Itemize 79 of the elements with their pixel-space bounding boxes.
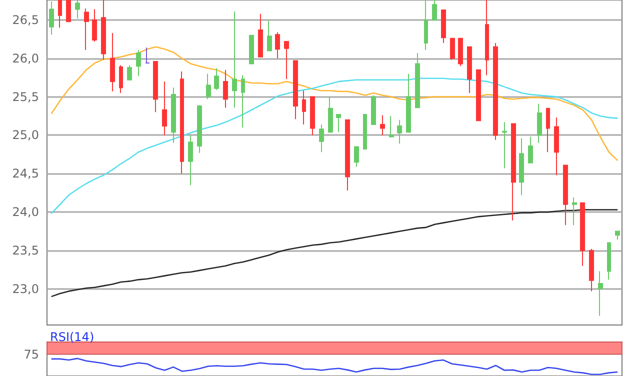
candlestick xyxy=(310,96,315,136)
candlestick xyxy=(66,0,71,23)
candlestick xyxy=(572,196,577,226)
candlestick xyxy=(119,64,123,94)
candlestick xyxy=(180,70,184,174)
candlestick xyxy=(441,9,446,44)
candlestick xyxy=(546,108,550,153)
candlestick xyxy=(519,138,524,196)
candlestick xyxy=(197,104,202,154)
line-series xyxy=(50,46,618,162)
candlestick xyxy=(145,47,150,64)
candlestick xyxy=(336,114,341,133)
candlestick xyxy=(502,122,507,169)
candlestick xyxy=(223,69,228,108)
candlestick xyxy=(58,0,62,28)
candlestick xyxy=(354,146,359,168)
candlestick xyxy=(110,32,115,92)
candlestick xyxy=(153,60,158,113)
candlestick xyxy=(607,242,611,280)
candlestick xyxy=(371,94,376,125)
candlestick xyxy=(267,20,272,52)
candlestick xyxy=(485,0,489,76)
candlestick xyxy=(397,119,402,144)
candlestick xyxy=(84,8,89,50)
candlestick xyxy=(101,0,106,60)
line-series xyxy=(50,209,618,298)
candlestick xyxy=(249,34,254,64)
y-tick-label: 24,0 xyxy=(12,205,39,220)
candlestick xyxy=(493,42,498,140)
y-tick-label: 23,0 xyxy=(12,282,39,296)
candlestick xyxy=(275,32,280,59)
candlestick xyxy=(49,1,54,36)
candlestick xyxy=(424,0,428,50)
candlestick xyxy=(293,60,298,120)
candlestick xyxy=(206,73,211,100)
y-tick-label: 26,5 xyxy=(12,12,39,27)
candlestick xyxy=(432,0,437,20)
y-tick-label: 25,5 xyxy=(12,90,39,104)
candlestick xyxy=(554,117,559,176)
candlestick xyxy=(241,74,245,128)
candlestick xyxy=(598,270,603,316)
candlestick xyxy=(528,136,533,164)
y-tick-label: 26,0 xyxy=(12,51,39,66)
candlestick xyxy=(580,202,585,266)
candlestick xyxy=(476,69,481,122)
candlestick xyxy=(127,64,132,80)
candlestick xyxy=(258,13,263,58)
candlestick xyxy=(136,49,141,77)
y-tick-label: 24,5 xyxy=(12,166,39,181)
candlestick xyxy=(406,73,411,133)
candlestick xyxy=(415,52,420,108)
candlestick xyxy=(75,0,80,19)
candlestick xyxy=(537,103,542,144)
candlestick xyxy=(563,164,568,226)
band-label: 75 xyxy=(24,347,39,362)
candlestick xyxy=(214,68,219,90)
candlestick xyxy=(302,90,306,125)
candlestick xyxy=(511,123,516,222)
candlestick xyxy=(328,96,333,133)
candlestick xyxy=(188,134,193,186)
candlestick xyxy=(284,40,289,80)
candlestick xyxy=(345,119,350,192)
candlestick xyxy=(380,114,385,136)
candlestick xyxy=(389,116,394,138)
candlestick xyxy=(450,38,455,60)
candlestick xyxy=(363,114,367,150)
candlestick xyxy=(458,38,463,67)
candlestick xyxy=(232,11,237,108)
candlestick xyxy=(615,230,620,240)
candlestick xyxy=(319,124,324,153)
candlestick xyxy=(589,248,594,292)
candlestick xyxy=(162,80,167,136)
candlestick xyxy=(171,87,176,144)
line-series xyxy=(50,78,618,214)
y-tick-label: 23,5 xyxy=(12,243,39,258)
candlestick xyxy=(92,8,97,42)
candlestick xyxy=(467,46,472,94)
chart-title: RSI(14) xyxy=(50,330,94,344)
y-tick-label: 25,0 xyxy=(12,128,39,142)
